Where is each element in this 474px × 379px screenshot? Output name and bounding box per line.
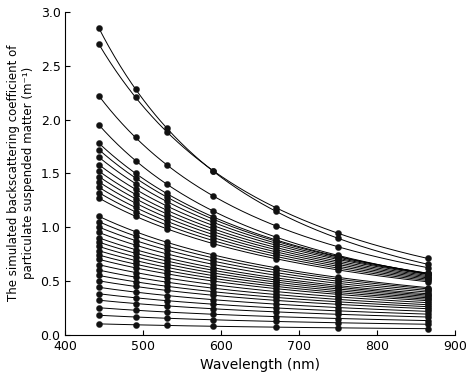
Y-axis label: The simulated backscattering coefficient of
particulate suspended matter (m⁻¹): The simulated backscattering coefficient… — [7, 45, 35, 301]
X-axis label: Wavelength (nm): Wavelength (nm) — [200, 358, 320, 372]
